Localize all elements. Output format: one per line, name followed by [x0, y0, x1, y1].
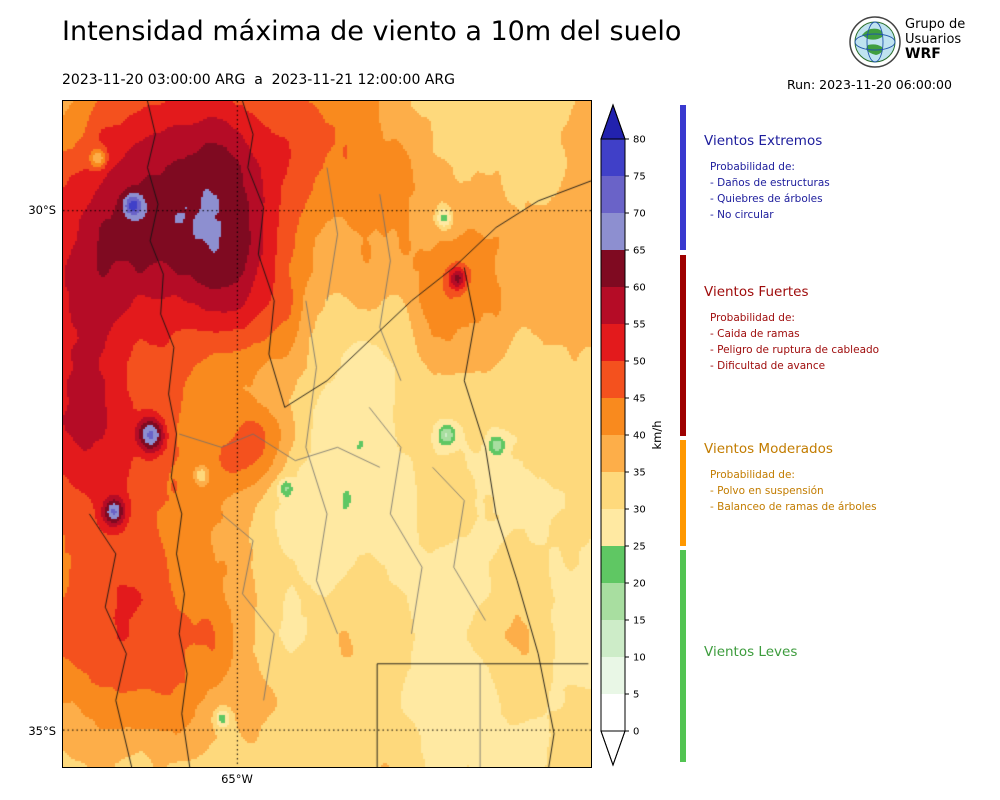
colorbar-bin [601, 324, 625, 361]
colorbar-bin [601, 509, 625, 546]
colorbar-bin [601, 472, 625, 509]
map-frame [62, 100, 592, 768]
colorbar-bin [601, 583, 625, 620]
legend-item: - No circular [710, 209, 774, 221]
legend-item: - Balanceo de ramas de árboles [710, 501, 877, 513]
logo-org-name: Grupo de Usuarios WRF [905, 17, 965, 62]
legend-item: - Polvo en suspensión [710, 485, 824, 497]
legend-item: - Daños de estructuras [710, 177, 830, 189]
legend-probability-title: Probabilidad de: [710, 469, 795, 481]
colorbar-tick-label: 55 [633, 320, 646, 331]
colorbar-tick-label: 80 [633, 135, 646, 146]
colorbar-tick-label: 75 [633, 172, 646, 183]
lat-label-35s: 35°S [28, 724, 56, 738]
colorbar-tick-label: 30 [633, 505, 646, 516]
model-run-label: Run: 2023-11-20 06:00:00 [787, 77, 952, 92]
lat-label-30s: 30°S [28, 203, 56, 217]
colorbar-tick-label: 15 [633, 616, 646, 627]
legend-category-title: Vientos Moderados [704, 441, 833, 457]
legend-item: - Peligro de ruptura de cableado [710, 344, 880, 356]
legend-item: - Caida de ramas [710, 328, 800, 340]
legend-category-moderados: Vientos Moderados Probabilidad de: - Pol… [704, 441, 934, 515]
colorbar-tick-label: 10 [633, 653, 646, 664]
wrf-logo-globe-icon [849, 16, 901, 68]
colorbar-bin [601, 213, 625, 250]
category-strip-fuertes [680, 255, 686, 436]
colorbar-tick-label: 5 [633, 690, 639, 701]
colorbar-bin [601, 176, 625, 213]
legend-probability-title: Probabilidad de: [710, 161, 795, 173]
colorbar-tick-label: 0 [633, 727, 639, 738]
colorbar-tick-label: 40 [633, 431, 646, 442]
colorbar-bin [601, 657, 625, 694]
colorbar-unit-label: km/h [650, 420, 664, 449]
legend-category-extremos: Vientos Extremos Probabilidad de: - Daño… [704, 133, 934, 223]
category-strip-leves [680, 550, 686, 762]
page-title: Intensidad máxima de viento a 10m del su… [62, 16, 682, 47]
lon-label-65w: 65°W [221, 772, 253, 786]
logo-org-line3: WRF [905, 46, 941, 62]
legend-category-fuertes: Vientos Fuertes Probabilidad de: - Caida… [704, 284, 934, 374]
colorbar-bin [601, 620, 625, 657]
legend-category-title: Vientos Extremos [704, 133, 823, 149]
colorbar-over-arrow [600, 103, 626, 140]
legend-item: - Quiebres de árboles [710, 193, 823, 205]
legend-category-title: Vientos Fuertes [704, 284, 809, 300]
logo-org-line2: Usuarios [905, 32, 962, 47]
legend-category-leves: Vientos Leves [704, 644, 934, 660]
colorbar-under-arrow [600, 730, 626, 767]
colorbar-bin [601, 287, 625, 324]
colorbar-tick-label: 65 [633, 246, 646, 257]
colorbar-bin [601, 250, 625, 287]
category-strip-extremos [680, 105, 686, 250]
colorbar-bin [601, 546, 625, 583]
colorbar-tick-label: 70 [633, 209, 646, 220]
colorbar-tick-label: 50 [633, 357, 646, 368]
wind-map-canvas [63, 101, 591, 767]
colorbar-bin [601, 398, 625, 435]
colorbar-bin [601, 435, 625, 472]
colorbar-tick-label: 20 [633, 579, 646, 590]
colorbar-tick-label: 35 [633, 468, 646, 479]
valid-period-label: 2023-11-20 03:00:00 ARG a 2023-11-21 12:… [62, 72, 455, 88]
colorbar-bin [601, 694, 625, 731]
category-strip-moderados [680, 440, 686, 546]
colorbar-tick-label: 45 [633, 394, 646, 405]
colorbar-tick-label: 60 [633, 283, 646, 294]
colorbar-bin [601, 139, 625, 176]
legend-category-title: Vientos Leves [704, 644, 798, 660]
legend-probability-title: Probabilidad de: [710, 312, 795, 324]
logo-org-line1: Grupo de [905, 17, 966, 32]
colorbar: 0 5 10 15 20 25 30 35 40 45 50 55 60 65 70 75 80 km/h [600, 103, 664, 767]
colorbar-tick-label: 25 [633, 542, 646, 553]
legend-item: - Dificultad de avance [710, 360, 826, 372]
colorbar-bin [601, 361, 625, 398]
